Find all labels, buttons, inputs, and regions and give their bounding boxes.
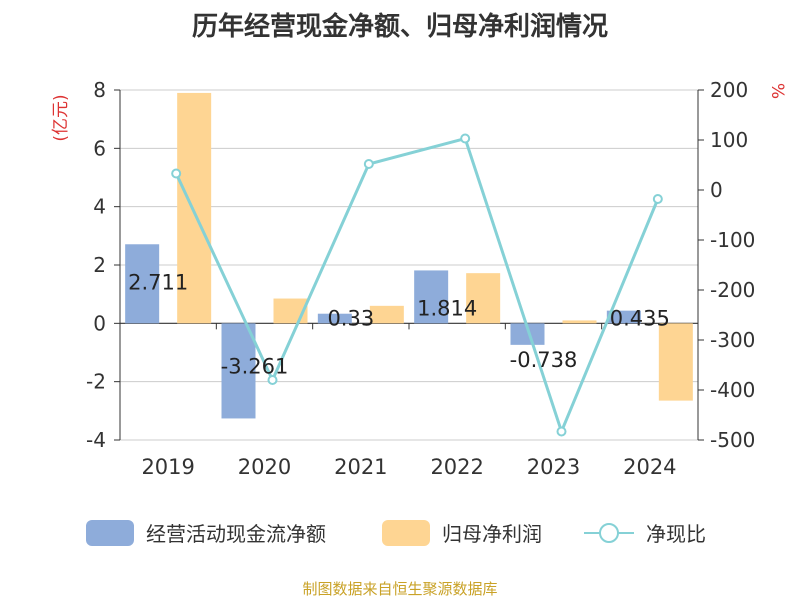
bar-ocf-2024: [606, 310, 641, 324]
legend-label-ocf: 经营活动现金流净额: [146, 522, 326, 546]
ratio-point-2024: [652, 194, 663, 204]
y-left-tick-label: 4: [93, 195, 106, 219]
x-tick-label-2024: 2024: [623, 455, 676, 479]
data-label-ocf-2021: 0.33: [327, 306, 374, 330]
y-left-tick-label: 8: [93, 78, 106, 102]
data-label-ocf-2022: 1.814: [417, 296, 477, 320]
bar-ocf-2022: [414, 270, 449, 324]
y-right-tick-label: 200: [710, 78, 748, 102]
data-label-ocf-2020: -3.261: [221, 354, 289, 378]
bar-ocf-2023: [510, 323, 545, 345]
data-label-ocf-2024: 0.435: [610, 306, 670, 330]
x-tick-label-2021: 2021: [334, 455, 387, 479]
x-tick-label-2019: 2019: [141, 455, 194, 479]
y-left-tick-label: -2: [86, 370, 106, 394]
y-right-tick-label: -300: [710, 328, 755, 352]
ratio-point-2019: [171, 168, 182, 179]
bar-ocf-2019: [125, 244, 160, 324]
legend-item-profit[interactable]: 归母净利润: [382, 518, 542, 547]
ratio-point-2023: [556, 426, 567, 437]
bar-profit-2019: [177, 92, 212, 324]
y-right-unit-label: %: [767, 83, 787, 99]
x-tick-label-2022: 2022: [430, 455, 483, 479]
y-right-tick-label: -100: [710, 228, 755, 252]
ratio-point-2021: [363, 159, 374, 169]
y-right-tick-label: 100: [710, 128, 748, 152]
y-right-tick-label: 0: [710, 178, 723, 202]
legend-swatch-ocf: [86, 519, 134, 546]
x-tick-label-2023: 2023: [527, 455, 580, 479]
data-label-ocf-2023: -0.738: [510, 348, 578, 372]
y-left-unit-label: (亿元): [51, 94, 71, 141]
ratio-point-2020: [267, 375, 278, 385]
bar-ocf-2020: [221, 323, 256, 419]
ratio-point-2022: [460, 133, 471, 144]
legend-swatch-ratio: [584, 520, 634, 546]
y-right-tick-label: -200: [710, 278, 755, 302]
legend-item-ocf[interactable]: 经营活动现金流净额: [86, 518, 326, 547]
y-left-tick-label: 6: [93, 136, 106, 160]
y-left-tick-label: 2: [93, 253, 106, 277]
data-label-ocf-2019: 2.711: [128, 270, 188, 294]
chart-title: 历年经营现金净额、归母净利润情况: [191, 12, 608, 42]
x-tick-label-2020: 2020: [238, 455, 291, 479]
bar-profit-2024: [658, 323, 693, 401]
legend-item-ratio[interactable]: 净现比: [584, 518, 706, 547]
y-left-tick-label: 0: [93, 311, 106, 335]
y-right-tick-label: -400: [710, 378, 755, 402]
bar-ocf-2021: [317, 313, 352, 324]
bar-profit-2021: [369, 305, 404, 324]
ratio-line: [174, 136, 660, 436]
bar-profit-2022: [466, 273, 501, 324]
bar-profit-2023: [562, 320, 597, 324]
y-right-tick-label: -500: [710, 428, 755, 452]
legend-label-profit: 归母净利润: [442, 522, 542, 546]
legend-swatch-profit: [382, 519, 430, 546]
y-left-tick-label: -4: [86, 428, 106, 452]
legend-label-ratio: 净现比: [646, 522, 706, 546]
source-note: 制图数据来自恒生聚源数据库: [302, 580, 498, 598]
